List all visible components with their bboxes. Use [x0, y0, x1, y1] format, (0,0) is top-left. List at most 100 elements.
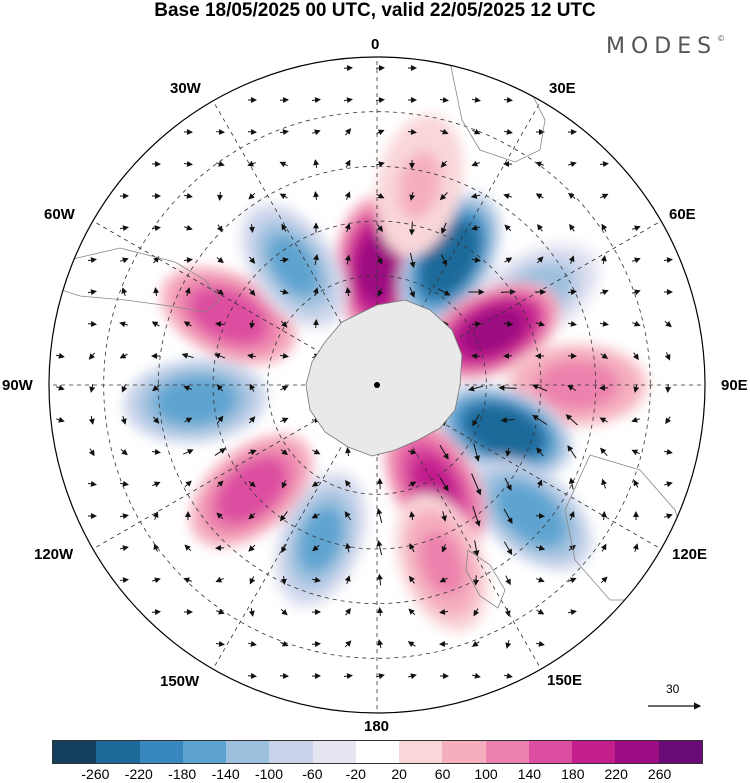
wind-vector: [87, 480, 97, 487]
wind-vector: [119, 321, 128, 328]
anomaly-contour: [161, 380, 230, 422]
wind-vector: [153, 543, 160, 552]
wind-vector: [247, 672, 257, 679]
wind-vector: [375, 97, 385, 104]
wind-vector: [536, 576, 545, 583]
wind-vector: [471, 256, 481, 263]
wind-vector: [663, 448, 673, 455]
south-america: [54, 247, 221, 313]
wind-vector: [537, 223, 544, 232]
wind-vector: [503, 128, 513, 135]
wind-vector: [345, 447, 352, 457]
wind-vector: [120, 257, 129, 264]
wind-vector: [344, 640, 352, 648]
wind-vector: [503, 193, 512, 200]
south-pole-marker: [374, 382, 380, 388]
wind-vector: [216, 384, 223, 392]
wind-vector: [184, 224, 193, 231]
wind-vector: [248, 288, 256, 296]
reference-vector-label: 30: [666, 682, 680, 696]
wind-vector: [280, 575, 287, 585]
wind-vector: [281, 223, 288, 232]
wind-vector: [312, 545, 320, 552]
lon-label-30e: 30E: [549, 80, 576, 97]
wind-vector: [248, 223, 255, 233]
wind-vector: [280, 288, 289, 295]
wind-vector: [248, 416, 256, 424]
wind-vector: [344, 159, 351, 168]
wind-vector: [632, 320, 641, 327]
wind-vector: [471, 640, 480, 647]
wind-vector: [567, 445, 577, 459]
lon-label-60w: 60W: [44, 206, 75, 223]
wind-vector: [536, 447, 544, 457]
wind-vector: [439, 444, 449, 460]
wind-vector: [183, 257, 193, 264]
wind-vector: [184, 287, 191, 296]
colorbar-swatch: [615, 741, 659, 763]
meridian-line: [212, 384, 378, 670]
wind-vector: [473, 540, 480, 557]
wind-vector: [664, 352, 671, 361]
wind-vector: [535, 193, 544, 200]
lon-label-120e: 120E: [672, 546, 708, 563]
colorbar-swatch: [269, 741, 313, 763]
wind-vector: [121, 287, 128, 296]
wind-vector: [503, 541, 513, 556]
wind-vector: [279, 129, 289, 136]
wind-vector: [503, 320, 514, 327]
wind-vector: [599, 417, 608, 424]
wind-vector: [119, 545, 129, 552]
wind-vector: [55, 352, 65, 359]
wind-vector: [569, 223, 576, 232]
wind-vector: [441, 544, 448, 553]
wind-vector: [568, 577, 577, 584]
wind-vector: [313, 159, 320, 169]
wind-vector: [471, 672, 481, 679]
colorbar: [52, 740, 703, 764]
wind-vector: [471, 473, 482, 496]
wind-vector: [87, 257, 97, 264]
wind-vector: [532, 414, 548, 426]
wind-vector: [600, 447, 608, 456]
wind-vector: [632, 257, 641, 264]
wind-vector: [183, 192, 193, 199]
wind-vector: [88, 448, 95, 457]
wind-vector: [409, 543, 415, 553]
wind-vector: [215, 576, 224, 583]
meridian-line: [92, 384, 378, 550]
colorbar-tick-label: 20: [391, 766, 407, 782]
lon-label-120w: 120W: [34, 546, 74, 563]
wind-vector: [216, 608, 225, 615]
wind-vector: [376, 540, 383, 556]
wind-vector: [536, 479, 543, 488]
wind-vector: [181, 352, 194, 359]
wind-vector: [568, 544, 576, 551]
wind-vector: [471, 321, 482, 328]
wind-vector: [376, 256, 383, 265]
wind-vector: [311, 480, 320, 487]
wind-vector: [248, 607, 255, 617]
wind-vector: [120, 416, 127, 425]
wind-vector: [632, 289, 641, 296]
wind-vector: [279, 257, 289, 264]
meridian-line: [376, 100, 542, 386]
antarctica-continent: [305, 299, 463, 457]
wind-vector: [376, 161, 385, 168]
wind-vector: [216, 224, 223, 233]
wind-vector: [216, 289, 224, 296]
brand-name: MODES: [606, 34, 718, 59]
wind-vector: [248, 481, 256, 488]
wind-vector: [345, 479, 352, 488]
wind-vector: [377, 288, 384, 297]
colorbar-tick-label: -220: [124, 766, 153, 782]
wind-vector: [601, 223, 608, 232]
wind-vector: [471, 224, 480, 231]
wind-vector: [599, 161, 609, 168]
anomaly-contour: [471, 408, 537, 454]
meridian-line: [212, 100, 378, 386]
lon-label-30w: 30W: [170, 80, 201, 97]
wind-vector: [281, 480, 288, 489]
wind-vector: [664, 481, 673, 488]
